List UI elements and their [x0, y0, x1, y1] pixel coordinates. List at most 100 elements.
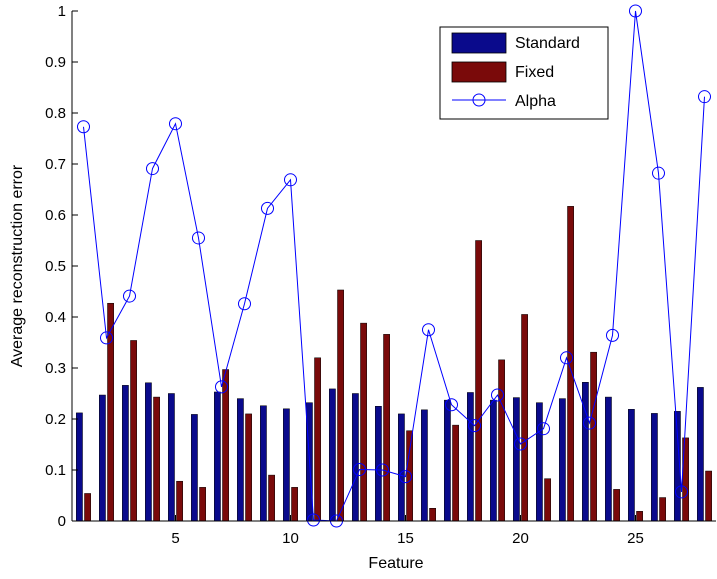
bar-fixed-2 — [107, 302, 114, 522]
bar-fixed-26 — [659, 497, 666, 522]
y-tick-label-2: 0.2 — [45, 411, 66, 428]
bar-standard-23 — [582, 382, 589, 522]
alpha-point-5 — [169, 117, 182, 131]
bar-standard-7 — [214, 391, 221, 522]
legend-standard-swatch — [451, 32, 507, 54]
alpha-point-19 — [491, 388, 504, 402]
bar-standard-5 — [168, 393, 175, 522]
alpha-point-24 — [606, 328, 619, 342]
legend-alpha-marker — [472, 93, 486, 107]
bar-standard-14 — [375, 406, 382, 522]
y-tick-label-7: 0.7 — [45, 156, 66, 173]
alpha-point-17 — [445, 398, 458, 412]
bar-fixed-10 — [291, 487, 298, 522]
y-tick-label-10: 1 — [58, 3, 66, 20]
alpha-point-15 — [399, 470, 412, 484]
bar-standard-22 — [559, 398, 566, 522]
bar-standard-21 — [536, 402, 543, 522]
bar-fixed-1 — [84, 493, 91, 522]
alpha-point-6 — [192, 231, 205, 245]
bar-standard-18 — [467, 392, 474, 522]
bar-fixed-19 — [498, 359, 505, 522]
bar-fixed-8 — [245, 413, 252, 522]
bar-standard-1 — [76, 412, 83, 522]
bar-standard-25 — [628, 409, 635, 522]
alpha-point-25 — [629, 4, 642, 18]
legend-standard-label: Standard — [515, 35, 580, 52]
bar-fixed-11 — [314, 357, 321, 522]
bar-standard-20 — [513, 397, 520, 522]
y-tick-label-3: 0.3 — [45, 360, 66, 377]
alpha-point-2 — [100, 331, 113, 345]
alpha-point-13 — [353, 462, 366, 476]
bar-fixed-18 — [475, 240, 482, 522]
alpha-point-7 — [215, 380, 228, 394]
alpha-point-21 — [537, 422, 550, 436]
y-tick-label-9: 0.9 — [45, 54, 66, 71]
bar-fixed-21 — [544, 478, 551, 522]
bar-fixed-13 — [360, 322, 367, 522]
alpha-point-27 — [675, 485, 688, 499]
bar-fixed-16 — [429, 508, 436, 522]
alpha-point-3 — [123, 289, 136, 303]
bar-standard-26 — [651, 413, 658, 522]
bar-fixed-6 — [199, 487, 206, 522]
y-axis-label: Average reconstruction error — [9, 164, 26, 367]
alpha-point-28 — [698, 90, 711, 104]
bar-standard-15 — [398, 413, 405, 522]
bar-fixed-25 — [636, 511, 643, 522]
x-tick-label-25: 25 — [627, 530, 644, 547]
y-tick-label-1: 0.1 — [45, 462, 66, 479]
bar-standard-12 — [329, 388, 336, 522]
marks-layer — [76, 4, 712, 528]
alpha-line — [83, 10, 705, 522]
alpha-point-14 — [376, 463, 389, 477]
y-tick-label-6: 0.6 — [45, 207, 66, 224]
y-tick-label-5: 0.5 — [45, 258, 66, 275]
legend-fixed-swatch — [451, 61, 507, 83]
bar-fixed-12 — [337, 289, 344, 522]
bar-fixed-4 — [153, 396, 160, 522]
alpha-point-1 — [77, 120, 90, 134]
alpha-point-10 — [284, 173, 297, 187]
x-tick-label-10: 10 — [282, 530, 299, 547]
bar-standard-10 — [283, 408, 290, 522]
bar-standard-9 — [260, 405, 267, 522]
x-tick-label-20: 20 — [512, 530, 529, 547]
bar-fixed-14 — [383, 334, 390, 522]
legend-alpha-label: Alpha — [515, 93, 556, 110]
x-tick-label-5: 5 — [171, 530, 179, 547]
alpha-point-11 — [307, 513, 320, 527]
bar-standard-28 — [697, 387, 704, 522]
bar-fixed-9 — [268, 474, 275, 522]
y-tick-label-4: 0.4 — [45, 309, 66, 326]
bar-standard-24 — [605, 396, 612, 522]
alpha-point-8 — [238, 297, 251, 311]
bar-fixed-28 — [705, 470, 712, 522]
bar-fixed-5 — [176, 480, 183, 522]
bar-standard-2 — [99, 394, 106, 522]
alpha-point-20 — [514, 437, 527, 451]
alpha-point-4 — [146, 162, 159, 176]
alpha-point-16 — [422, 323, 435, 337]
legend: Standard Fixed Alpha — [439, 26, 609, 120]
y-tick-label-0: 0 — [58, 513, 66, 530]
alpha-point-26 — [652, 166, 665, 180]
y-tick-label-8: 0.8 — [45, 105, 66, 122]
bar-standard-19 — [490, 399, 497, 522]
alpha-point-9 — [261, 201, 274, 215]
alpha-point-18 — [468, 419, 481, 433]
legend-fixed-label: Fixed — [515, 64, 554, 81]
bar-fixed-17 — [452, 424, 459, 522]
bar-fixed-20 — [521, 314, 528, 522]
x-axis-label: Feature — [368, 555, 423, 572]
bar-standard-13 — [352, 393, 359, 522]
alpha-point-22 — [560, 351, 573, 365]
bar-fixed-23 — [590, 351, 597, 522]
axes-layer: 00.10.20.30.40.50.60.70.80.915 10 15 20 25 — [45, 3, 716, 547]
bar-standard-16 — [421, 409, 428, 522]
bar-standard-17 — [444, 399, 451, 522]
bar-standard-8 — [237, 398, 244, 522]
